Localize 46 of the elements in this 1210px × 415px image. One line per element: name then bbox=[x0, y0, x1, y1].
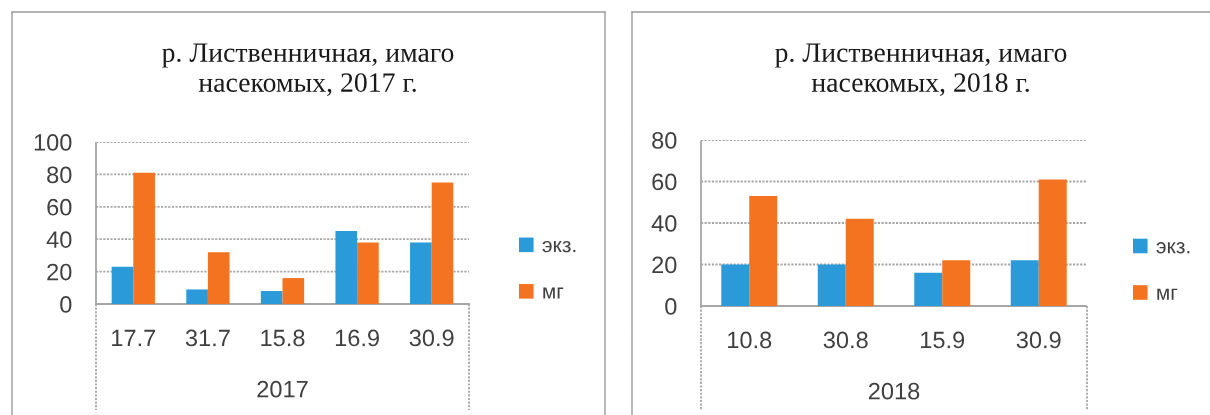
bar bbox=[133, 172, 155, 304]
bar bbox=[282, 278, 305, 304]
x-tick-label: 30.8 bbox=[823, 331, 868, 349]
bar bbox=[749, 196, 778, 306]
legend-label: мг bbox=[1157, 288, 1178, 300]
bar bbox=[942, 260, 971, 306]
chart-title: р. Лиственничная, имаго насекомых, 2018 г. bbox=[775, 43, 1067, 96]
y-tick-label: 0 bbox=[665, 298, 677, 315]
x-tick-label: 10.8 bbox=[728, 331, 772, 349]
x-tick-label: 15.8 bbox=[261, 329, 305, 347]
x-tick-label: 16.9 bbox=[335, 329, 379, 347]
y-tick-label: 60 bbox=[652, 173, 677, 191]
bar bbox=[1038, 179, 1067, 306]
bar bbox=[817, 264, 846, 306]
x-tick-label: 31.7 bbox=[185, 329, 230, 347]
y-tick-label: 100 bbox=[34, 134, 72, 151]
bar bbox=[845, 218, 874, 306]
bar bbox=[260, 291, 283, 304]
bar bbox=[1010, 260, 1039, 306]
x-axis-title: 2018 bbox=[868, 382, 920, 400]
legend-label: экз. bbox=[1156, 242, 1190, 254]
y-tick-label: 60 bbox=[47, 198, 72, 216]
y-tick-label: 40 bbox=[46, 231, 72, 248]
bar bbox=[431, 182, 454, 304]
bar bbox=[410, 242, 432, 304]
x-tick-label: 30.9 bbox=[409, 329, 454, 347]
legend-label: мг bbox=[543, 287, 564, 299]
y-tick-label: 80 bbox=[652, 132, 677, 149]
x-tick-label: 17.7 bbox=[112, 329, 156, 347]
y-tick-label: 20 bbox=[47, 263, 72, 281]
bar bbox=[357, 242, 379, 304]
x-axis-title: 2017 bbox=[257, 380, 308, 398]
x-tick-label: 30.9 bbox=[1016, 331, 1061, 349]
bar bbox=[207, 252, 230, 304]
bar bbox=[335, 231, 358, 304]
chart-title: р. Лиственничная, имаго насекомых, 2017 г. bbox=[162, 43, 454, 96]
bar bbox=[111, 266, 134, 304]
y-tick-label: 20 bbox=[652, 256, 677, 274]
bar bbox=[914, 272, 943, 306]
bar bbox=[186, 289, 208, 304]
y-tick-label: 80 bbox=[47, 166, 72, 184]
legend-label: экз. bbox=[542, 240, 576, 253]
y-tick-label: 40 bbox=[651, 215, 677, 232]
bar bbox=[721, 264, 750, 306]
x-tick-label: 15.9 bbox=[921, 331, 965, 349]
y-tick-label: 0 bbox=[60, 296, 72, 313]
